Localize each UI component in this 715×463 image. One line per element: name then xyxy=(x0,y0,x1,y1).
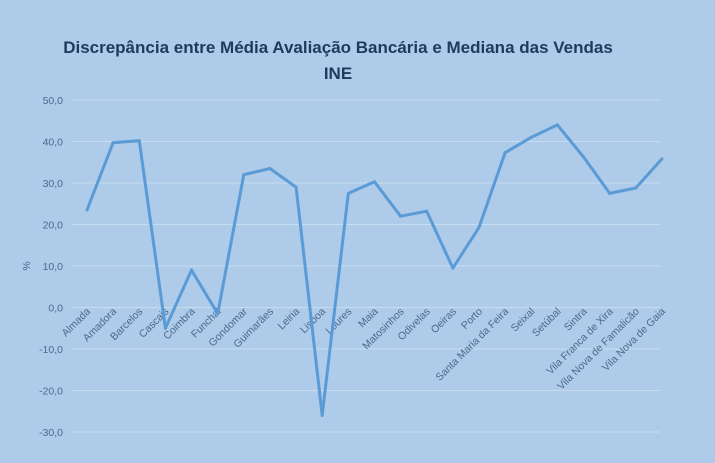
y-tick-label: 30,0 xyxy=(43,178,64,190)
data-point xyxy=(294,185,298,189)
data-point xyxy=(190,268,194,272)
data-point xyxy=(163,326,167,330)
gridlines xyxy=(72,99,660,433)
x-category-label: Oeiras xyxy=(429,306,459,336)
x-category-label: Loures xyxy=(323,306,354,337)
data-point xyxy=(268,166,272,170)
data-point xyxy=(477,225,481,229)
y-axis-label: % xyxy=(21,261,33,270)
data-point xyxy=(425,209,429,213)
y-axis-ticks: 50,0 40,0 30,0 20,0 10,0 0,0 -10,0 -20,0 -30,0 xyxy=(39,95,63,439)
data-point xyxy=(111,141,115,145)
data-point xyxy=(399,214,403,218)
series xyxy=(85,123,664,417)
y-tick-label: -10,0 xyxy=(39,344,63,356)
data-point xyxy=(634,186,638,190)
chart-subtitle: INE xyxy=(323,64,353,83)
y-tick-label: 40,0 xyxy=(43,137,64,149)
data-point xyxy=(555,123,559,127)
data-point xyxy=(582,155,586,159)
data-point xyxy=(503,151,507,155)
data-point xyxy=(137,139,141,143)
y-tick-label: -20,0 xyxy=(39,386,63,398)
chart-title: Discrepância entre Média Avaliação Bancá… xyxy=(63,38,613,57)
data-point xyxy=(608,191,612,195)
y-tick-label: 20,0 xyxy=(43,220,64,232)
data-point xyxy=(346,191,350,195)
y-tick-label: 0,0 xyxy=(48,303,63,315)
data-point xyxy=(85,208,89,212)
y-tick-label: 50,0 xyxy=(43,95,64,107)
y-tick-label: -30,0 xyxy=(39,427,63,439)
y-tick-label: 10,0 xyxy=(43,261,64,273)
data-point xyxy=(216,312,220,316)
data-point xyxy=(320,413,324,417)
x-category-label: Setúbal xyxy=(530,306,564,340)
data-point xyxy=(529,135,533,139)
data-point xyxy=(451,266,455,270)
data-point xyxy=(660,157,664,161)
data-point xyxy=(242,173,246,177)
data-point xyxy=(372,180,376,184)
